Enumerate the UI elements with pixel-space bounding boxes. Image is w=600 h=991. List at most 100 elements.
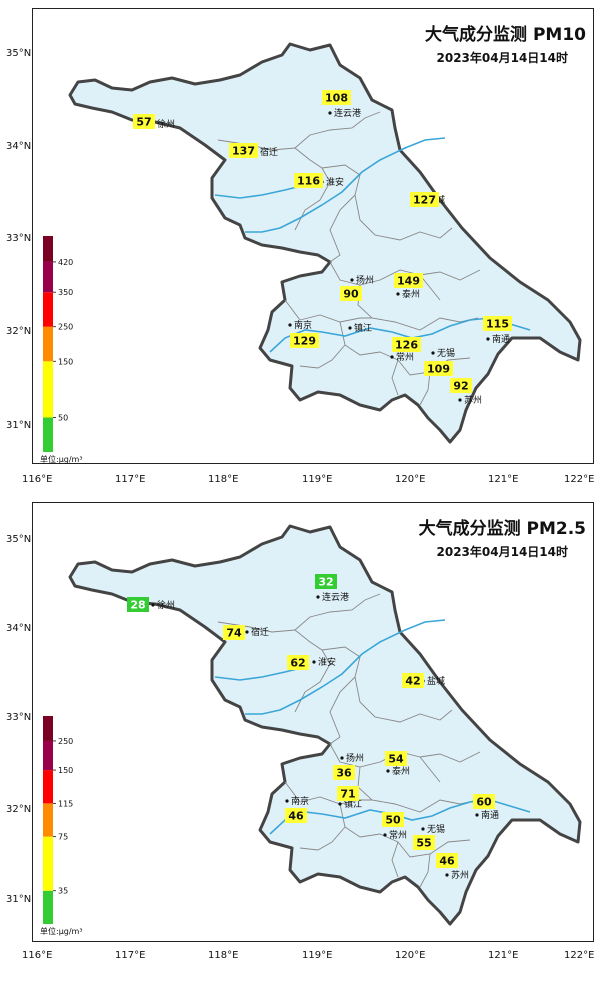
lon-label: 121°E — [488, 474, 519, 485]
value-bg — [483, 316, 512, 331]
city-dot — [348, 326, 352, 330]
city-dot — [421, 827, 425, 831]
map-title: 大气成分监测 PM10 — [425, 25, 586, 45]
city-marker[interactable]: 淮安 62 — [287, 655, 336, 670]
city-value: 108 — [325, 92, 348, 105]
city-value: 129 — [293, 335, 316, 348]
legend-label: 250 — [58, 737, 73, 746]
lat-label: 34°N — [6, 141, 32, 152]
city-marker[interactable]: 徐州 28 — [127, 597, 175, 612]
city-dot — [338, 802, 342, 806]
value-bg — [322, 90, 351, 105]
city-dot — [475, 813, 479, 817]
city-dot — [288, 323, 292, 327]
city-marker[interactable]: 镇江 — [348, 322, 372, 334]
city-name: 泰州 — [392, 765, 410, 777]
city-name: 扬州 — [356, 274, 374, 286]
city-marker[interactable]: 扬州 90 — [340, 274, 374, 301]
city-value: 109 — [427, 363, 450, 376]
lon-label: 119°E — [302, 474, 333, 485]
value-bg — [223, 625, 245, 640]
city-name: 宿迁 — [260, 146, 278, 158]
city-marker[interactable]: 无锡 55 — [413, 824, 445, 850]
city-name: 南京 — [294, 319, 312, 331]
city-marker[interactable]: 南京 129 — [288, 319, 319, 348]
city-marker[interactable]: 宿迁 74 — [223, 625, 269, 640]
city-name: 连云港 — [322, 591, 349, 603]
city-name: 扬州 — [346, 752, 364, 764]
city-dot — [486, 337, 490, 341]
city-marker[interactable]: 南京 46 — [285, 795, 309, 823]
city-name: 盐城 — [427, 675, 445, 687]
city-name: 淮安 — [318, 656, 336, 668]
city-marker[interactable]: 盐城 42 — [402, 673, 445, 688]
pm25-map: 35 75 115 150 250 单位:μg/m³ 徐州 28 连云港 32 宿迁 74 淮安 62 盐城… — [40, 524, 582, 936]
value-bg — [436, 853, 458, 868]
city-marker[interactable]: 常州 50 — [382, 812, 407, 841]
city-marker[interactable]: 宿迁 137 — [229, 143, 278, 158]
city-value: 71 — [340, 788, 355, 801]
legend-label: 420 — [58, 258, 73, 267]
city-name: 常州 — [389, 829, 407, 841]
city-boundary — [391, 359, 399, 396]
value-bg — [333, 765, 355, 780]
city-marker[interactable]: 徐州 57 — [133, 114, 175, 130]
legend-bin — [43, 236, 53, 262]
province-outline — [68, 42, 582, 444]
value-box: 129 — [290, 333, 319, 348]
city-marker[interactable]: 无锡 109 — [424, 348, 455, 376]
city-name: 徐州 — [157, 118, 175, 130]
city-marker[interactable]: 连云港 108 — [322, 90, 361, 119]
pm10-map: 50 150 250 350 420 单位:μg/m³ 徐州 57 连云港 108 宿迁 137 淮安 1… — [40, 42, 582, 464]
value-box: 54 — [385, 751, 407, 766]
city-value: 55 — [416, 837, 431, 850]
city-dot — [458, 398, 462, 402]
river — [214, 184, 306, 199]
value-box: 55 — [413, 835, 435, 850]
value-bg — [315, 574, 337, 589]
value-box: 90 — [340, 286, 362, 301]
city-dot — [151, 603, 155, 607]
city-name: 宿迁 — [251, 626, 269, 638]
legend-unit: 单位:μg/m³ — [40, 926, 83, 936]
city-marker[interactable]: 盐城127 — [410, 192, 445, 207]
color-legend: 50 150 250 350 420 单位:μg/m³ — [40, 236, 83, 464]
city-name: 淮安 — [326, 176, 344, 188]
value-bg — [473, 794, 495, 809]
color-legend: 35 75 115 150 250 单位:μg/m³ — [40, 716, 83, 936]
lon-label: 118°E — [208, 950, 239, 961]
legend-bin — [43, 261, 53, 293]
city-name: 苏州 — [464, 394, 482, 406]
value-box: 57 — [133, 114, 155, 129]
city-value: 127 — [413, 194, 436, 207]
city-value: 116 — [297, 175, 320, 188]
value-box: 46 — [436, 853, 458, 868]
city-dot — [396, 292, 400, 296]
value-bg — [285, 808, 307, 823]
legend-label: 150 — [58, 766, 73, 775]
legend-label: 50 — [58, 413, 68, 422]
city-marker[interactable]: 淮安 116 — [294, 173, 344, 188]
city-marker[interactable]: 南通 115 — [483, 316, 512, 345]
city-dot — [383, 833, 387, 837]
pm10-map-panel: 50 150 250 350 420 单位:μg/m³ 徐州 57 连云港 108 宿迁 137 淮安 1… — [0, 0, 600, 492]
city-name: 南通 — [481, 809, 499, 821]
city-value: 62 — [290, 657, 305, 670]
city-marker[interactable]: 扬州 36 — [333, 752, 364, 780]
value-box: 149 — [394, 273, 423, 288]
value-bg — [337, 786, 359, 801]
city-value: 149 — [397, 275, 420, 288]
value-box: 36 — [333, 765, 355, 780]
city-dot — [316, 595, 320, 599]
city-value: 42 — [405, 675, 420, 688]
city-marker[interactable]: 连云港 32 — [315, 574, 349, 603]
city-name: 连云港 — [334, 107, 361, 119]
legend-bin — [43, 292, 53, 327]
